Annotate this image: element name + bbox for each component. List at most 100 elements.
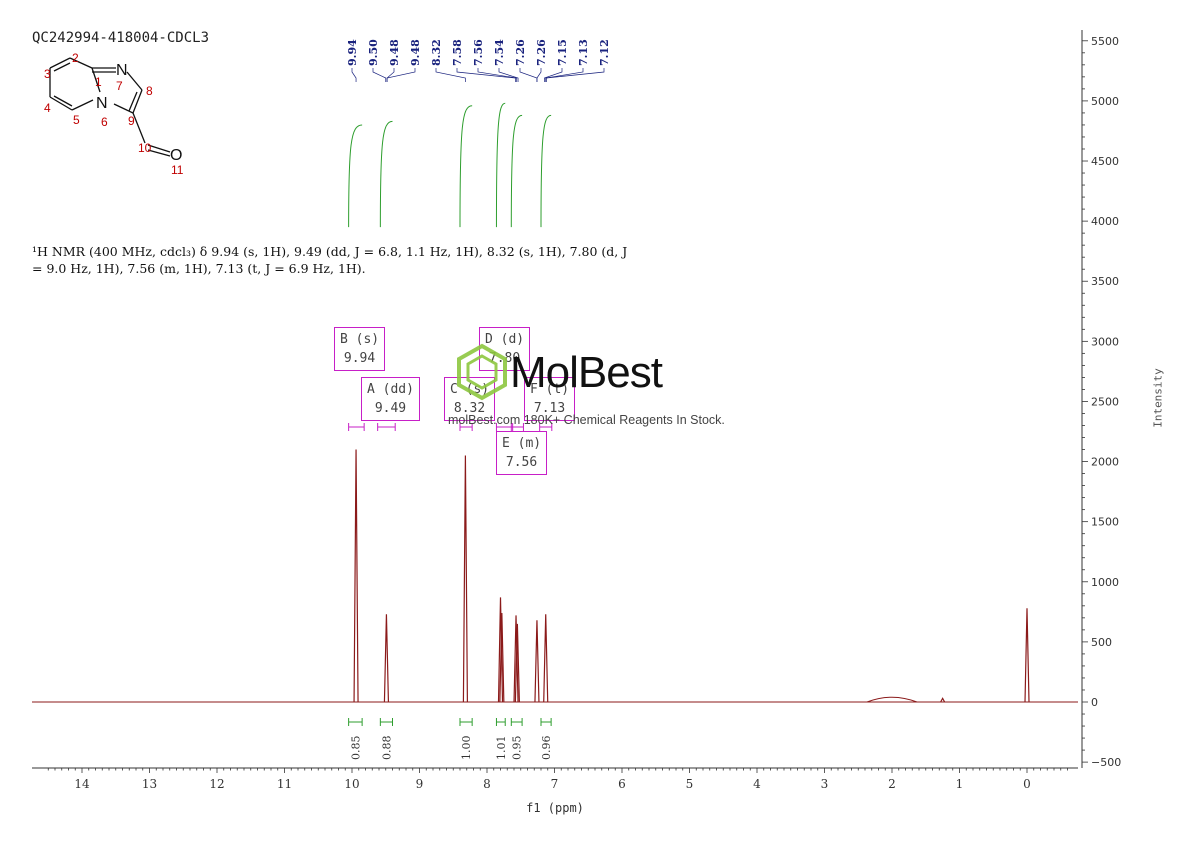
peak-label: 7.58 — [451, 39, 464, 66]
x-axis-label: f1 (ppm) — [526, 801, 584, 815]
multiplet-type: (s) — [465, 382, 490, 397]
integral-curve — [540, 114, 552, 228]
bond — [113, 103, 134, 114]
y-tick-label: 4500 — [1091, 155, 1119, 168]
atom-label: O — [170, 147, 182, 164]
x-tick-label: 6 — [618, 777, 626, 791]
bond — [49, 57, 71, 69]
x-tick-label: 13 — [142, 777, 157, 791]
x-tick-label: 4 — [753, 777, 761, 791]
x-tick-label: 12 — [209, 777, 224, 791]
x-tick-label: 14 — [74, 777, 90, 791]
y-tick-label: 1000 — [1091, 576, 1119, 589]
multiplet-box: F (t) 7.13 — [524, 377, 576, 421]
bond — [128, 91, 138, 112]
spectrum-peak — [513, 615, 519, 703]
multiplet-box: A (dd) 9.49 — [361, 377, 420, 421]
y-axis-label: Intensity — [1151, 368, 1165, 428]
multiplet-box: B (s) 9.94 — [334, 327, 386, 371]
multiplet-type: (d) — [500, 332, 525, 347]
multiplet-letter: A — [367, 382, 375, 397]
atom-label: 4 — [44, 101, 51, 115]
spectrum-peak — [866, 696, 918, 703]
multiplet-shift: 7.13 — [533, 401, 566, 416]
integral-value: 0.85 — [349, 736, 362, 761]
multiplet-type: (dd) — [382, 382, 414, 397]
x-tick-label: 0 — [1023, 777, 1031, 791]
x-tick-label: 10 — [344, 777, 359, 791]
peak-label: 7.26 — [535, 39, 548, 66]
peak-label: 9.94 — [346, 39, 359, 66]
x-tick-label: 5 — [686, 777, 694, 791]
multiplet-type: (t) — [545, 382, 570, 397]
chart-axes: 14 13 12 11 10 9 8 7 6 5 4 3 2 1 055005000450040003500… — [32, 30, 1121, 791]
integral-curve — [495, 102, 506, 228]
multiplet-box: E (m) 7.56 — [496, 431, 548, 475]
sample-id: QC242994-418004-CDCL3 — [32, 30, 210, 46]
y-tick-label: 2000 — [1091, 456, 1119, 469]
multiplet-letter: D — [485, 332, 493, 347]
integral-value: 0.95 — [511, 736, 524, 761]
y-tick-label: 3500 — [1091, 275, 1119, 288]
spectrum-peak — [383, 614, 390, 703]
bond — [132, 89, 143, 114]
integral-value: 1.00 — [460, 736, 473, 761]
peak-label-connector — [386, 68, 395, 82]
x-tick-label: 8 — [483, 777, 491, 791]
peak-label: 7.12 — [598, 39, 611, 66]
multiplet-type: (s) — [355, 332, 380, 347]
y-tick-label: 4000 — [1091, 215, 1119, 228]
peak-label-connector — [477, 68, 518, 82]
peak-label-connector — [372, 68, 387, 82]
y-tick-label: 2500 — [1091, 395, 1119, 408]
multiplet-letter: F — [530, 382, 538, 397]
multiplet-shift: 8.32 — [453, 401, 486, 416]
multiplet-box: C (s) 8.32 — [444, 377, 496, 421]
peak-label: 7.54 — [493, 39, 506, 66]
peak-label-connector — [536, 68, 542, 82]
nmr-description-line: ¹H NMR (400 MHz, cdcl₃) δ 9.94 (s, 1H), … — [32, 244, 628, 259]
multiplet-letter: C — [450, 382, 458, 397]
multiplet-letter: E — [502, 436, 510, 451]
integral-value: 0.96 — [540, 736, 553, 761]
peak-label: 8.32 — [430, 39, 443, 66]
y-tick-label: 500 — [1091, 636, 1112, 649]
peak-label-connector — [498, 68, 519, 82]
plot-area: 0.85 0.88 1.00 1.01 0.95 0.96 — [32, 423, 1078, 760]
multiplet-type: (m) — [517, 436, 542, 451]
bond — [69, 57, 93, 69]
bond — [147, 149, 171, 157]
peak-label-connector — [351, 68, 357, 82]
peak-label: 9.50 — [367, 39, 380, 66]
peak-label: 7.13 — [577, 39, 590, 66]
peak-label-connector — [519, 68, 538, 82]
spectrum-peak — [497, 597, 504, 703]
y-tick-label: 3000 — [1091, 335, 1119, 348]
atom-label: 5 — [73, 113, 80, 127]
bond — [126, 71, 143, 91]
bond — [71, 99, 94, 111]
peak-label-connector — [544, 68, 563, 82]
x-tick-label: 2 — [888, 777, 896, 791]
bond — [53, 95, 73, 107]
spectrum-peak — [534, 620, 540, 703]
bond — [53, 62, 71, 72]
peak-label-connector — [456, 68, 516, 82]
bond — [49, 96, 73, 111]
integral-curve — [510, 114, 523, 228]
multiplet-shift: 7.56 — [505, 455, 538, 470]
x-tick-label: 7 — [551, 777, 559, 791]
y-tick-label: 0 — [1091, 696, 1098, 709]
spectrum-peak — [940, 697, 946, 703]
integral-value: 0.88 — [380, 736, 393, 761]
atom-label: 7 — [116, 79, 123, 93]
y-tick-label: −500 — [1091, 756, 1121, 769]
multiplet-box: D (d) 7.80 — [479, 327, 531, 371]
atom-label: 6 — [101, 115, 108, 129]
spectrum-peak — [1024, 608, 1030, 703]
multiplet-shift: 9.49 — [374, 401, 407, 416]
integral-curves — [348, 102, 552, 228]
peak-label: 9.48 — [388, 39, 401, 66]
x-tick-label: 1 — [956, 777, 964, 791]
x-tick-label: 9 — [416, 777, 424, 791]
